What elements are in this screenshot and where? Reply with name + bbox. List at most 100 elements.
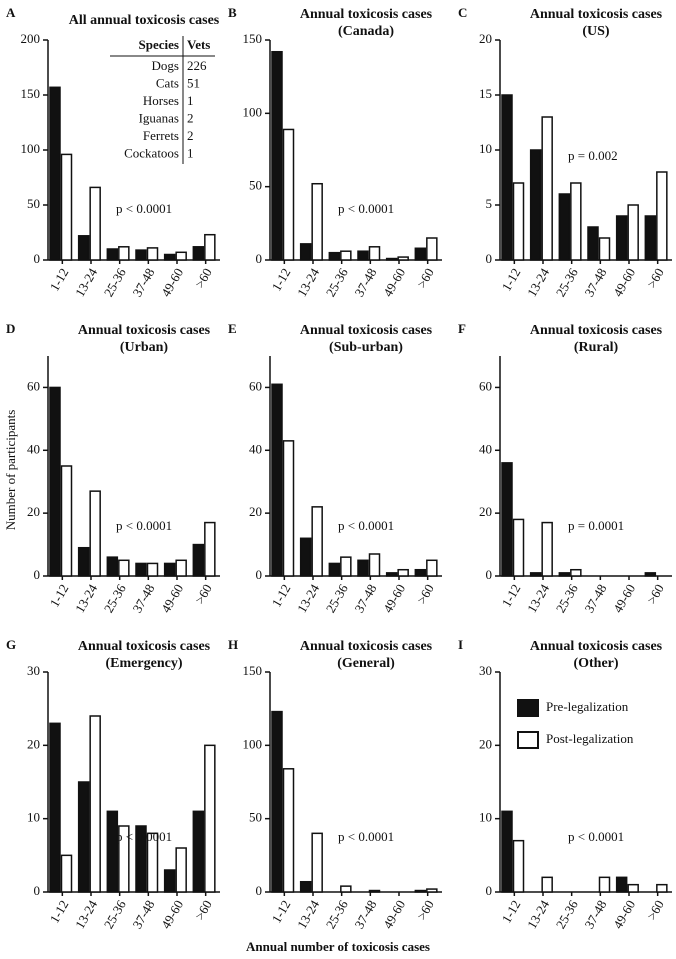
x-tick-label: 13-24 [294, 581, 322, 615]
y-tick-label: 20 [27, 736, 40, 751]
x-tick-label: 13-24 [294, 897, 322, 931]
bar [357, 559, 369, 577]
x-tick-label: 49-60 [610, 581, 638, 615]
bar [89, 490, 101, 577]
bar [501, 810, 513, 893]
bar [426, 237, 438, 261]
x-tick-label: 37-48 [581, 897, 609, 931]
bar [163, 562, 176, 577]
bar [311, 832, 323, 893]
y-tick-label: 0 [34, 251, 41, 266]
bar [106, 248, 119, 261]
bar [357, 250, 369, 261]
x-tick-label: 13-24 [72, 897, 100, 931]
bar [541, 116, 553, 261]
x-tick-label: 25-36 [553, 265, 581, 299]
bar [204, 521, 216, 577]
annotation: p < 0.0001 [116, 518, 172, 533]
legend-label: Pre-legalization [546, 699, 629, 714]
bar [558, 193, 571, 261]
x-tick-label: 37-48 [581, 265, 609, 299]
bar [570, 182, 582, 261]
panel-title: Annual toxicosis cases (Urban) [77, 323, 211, 355]
x-tick-label: >60 [644, 581, 667, 606]
x-tick-label: 1-12 [47, 581, 72, 609]
table-cell: Ferrets [143, 128, 179, 143]
y-tick-label: 60 [479, 378, 492, 393]
y-tick-label: 20 [27, 504, 40, 519]
panel-title: Annual toxicosis cases (Sub-urban) [299, 323, 433, 355]
table-cell: Horses [143, 93, 179, 108]
y-tick-label: 40 [479, 441, 492, 456]
bar [135, 825, 147, 893]
table-cell: 1 [187, 145, 194, 160]
bar [271, 383, 283, 577]
x-tick-label: 1-12 [269, 581, 294, 609]
annotation: p < 0.0001 [338, 201, 394, 216]
bar [328, 251, 341, 261]
x-tick-label: 25-36 [101, 897, 129, 931]
bar [414, 889, 427, 893]
bar [397, 256, 409, 261]
y-tick-label: 50 [249, 810, 262, 825]
x-tick-label: 25-36 [323, 581, 351, 615]
x-tick-label: 37-48 [351, 897, 379, 931]
x-tick-label: 25-36 [323, 897, 351, 931]
bar [49, 386, 61, 577]
bar [49, 86, 61, 261]
bar [529, 149, 542, 261]
panel-letter: D [6, 321, 15, 336]
bar [135, 562, 147, 577]
bar [89, 715, 101, 893]
table-header: Species [139, 37, 179, 52]
y-tick-label: 20 [479, 736, 492, 751]
x-tick-label: >60 [414, 897, 437, 922]
bar [368, 553, 381, 577]
bar [135, 249, 147, 261]
y-tick-label: 10 [479, 810, 492, 825]
panel-title: Annual toxicosis cases (Rural) [529, 323, 663, 355]
x-tick-label: 13-24 [524, 581, 552, 615]
bar [77, 235, 90, 261]
bar [558, 572, 571, 577]
panel-title: Annual toxicosis cases (Emergency) [77, 639, 211, 671]
x-tick-label: 49-60 [158, 581, 186, 615]
table-cell: 1 [187, 93, 194, 108]
x-tick-label: >60 [192, 581, 215, 606]
y-tick-label: 5 [486, 196, 493, 211]
bar [615, 876, 628, 893]
y-tick-label: 40 [27, 441, 40, 456]
bar [598, 876, 611, 893]
bar [271, 710, 283, 893]
bar [282, 768, 295, 893]
y-tick-label: 60 [249, 378, 262, 393]
bar [426, 888, 438, 893]
x-axis-label: Annual number of toxicosis cases [246, 939, 430, 954]
bar [299, 537, 312, 577]
x-tick-label: 25-36 [553, 897, 581, 931]
table-cell: Dogs [152, 58, 179, 73]
x-tick-label: 49-60 [158, 265, 186, 299]
bar [615, 215, 628, 261]
bar [644, 215, 657, 261]
bar [397, 568, 409, 577]
x-tick-label: 49-60 [158, 897, 186, 931]
bar [146, 562, 159, 577]
bar [106, 556, 119, 577]
x-tick-label: 1-12 [47, 265, 72, 293]
x-tick-label: 37-48 [129, 265, 157, 299]
y-tick-label: 20 [249, 504, 262, 519]
bar [501, 462, 513, 577]
bar [627, 883, 639, 893]
y-tick-label: 10 [479, 141, 492, 156]
panel-letter: B [228, 5, 237, 20]
x-tick-label: >60 [644, 897, 667, 922]
x-tick-label: 37-48 [351, 581, 379, 615]
table-cell: Cats [156, 75, 179, 90]
bar [77, 546, 90, 577]
x-tick-label: 49-60 [610, 265, 638, 299]
bar [368, 246, 381, 261]
x-tick-label: 25-36 [553, 581, 581, 615]
y-tick-label: 150 [243, 31, 263, 46]
